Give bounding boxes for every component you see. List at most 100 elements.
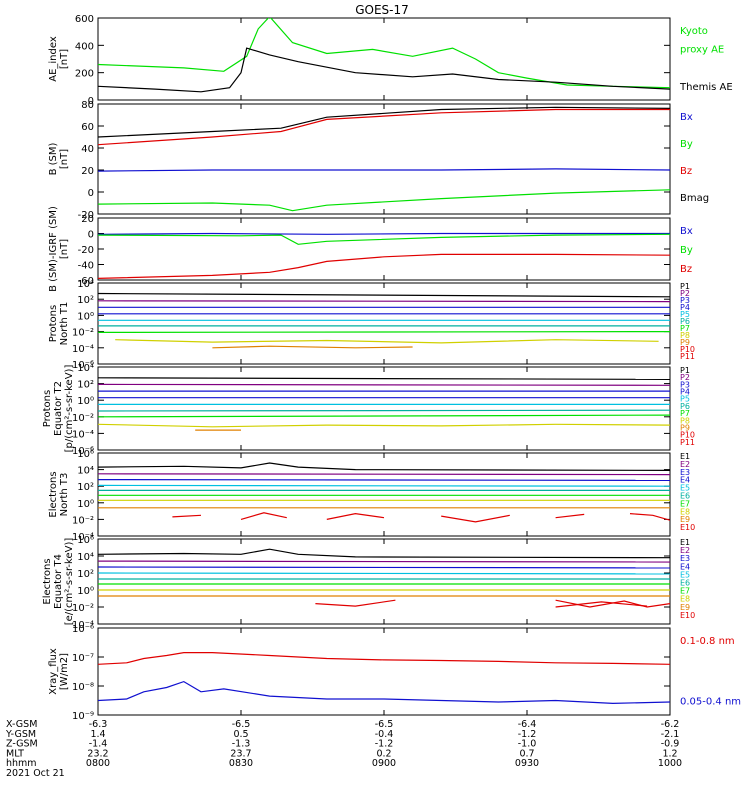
x-axis-value: 0.2 bbox=[376, 748, 391, 759]
legend-entry: P1 bbox=[680, 366, 690, 375]
series-line-0-1-0-8-nm bbox=[98, 651, 670, 665]
y-tick-label: 10⁻⁶ bbox=[72, 446, 94, 457]
x-axis-value: -1.2 bbox=[518, 729, 537, 740]
y-tick-label: 10² bbox=[77, 482, 94, 493]
x-axis-row-label: MLT bbox=[6, 748, 24, 759]
x-axis-value: -6.4 bbox=[518, 719, 537, 730]
y-tick-label: 80 bbox=[81, 100, 94, 111]
y-tick-label: 10² bbox=[77, 295, 94, 306]
legend-entry: By bbox=[680, 139, 693, 150]
x-axis-value: -6.3 bbox=[89, 719, 108, 730]
x-axis-value: 1.4 bbox=[90, 729, 105, 740]
y-axis-label: Electrons bbox=[48, 471, 59, 517]
x-axis-value: -0.9 bbox=[661, 739, 680, 750]
y-axis-label: Electrons bbox=[42, 558, 53, 604]
series-line-e1 bbox=[98, 462, 670, 471]
series-line-bx bbox=[98, 232, 670, 235]
series-line-e9f bbox=[629, 513, 670, 521]
series-line-themis-ae bbox=[98, 47, 670, 93]
legend-entry: E4 bbox=[680, 476, 690, 485]
series-line-e3 bbox=[98, 479, 670, 481]
x-axis-value: 0800 bbox=[86, 758, 110, 769]
x-axis-value: -1.4 bbox=[89, 739, 108, 750]
x-axis-value: -1.3 bbox=[232, 739, 251, 750]
series-line-bz bbox=[98, 253, 670, 279]
x-axis-value: -2.1 bbox=[661, 729, 680, 740]
series-line-kyoto-proxy-ae bbox=[98, 18, 670, 89]
y-tick-label: 10⁻⁴ bbox=[72, 429, 94, 440]
legend-entry: E3 bbox=[680, 554, 690, 563]
legend-entry: P8 bbox=[680, 331, 690, 340]
series-line-p9 bbox=[212, 345, 413, 349]
series-line-e9b bbox=[555, 599, 670, 608]
x-axis-value: 1.2 bbox=[662, 748, 677, 759]
y-axis-label: [e/(cm²-s-sr-keV)] bbox=[64, 538, 75, 626]
y-tick-label: 10⁻⁶ bbox=[72, 624, 94, 635]
series-line-p8 bbox=[115, 339, 659, 344]
y-tick-label: 10⁻² bbox=[72, 328, 94, 339]
series-line-bx bbox=[98, 168, 670, 172]
legend-entry: E5 bbox=[680, 484, 690, 493]
y-tick-label: 10⁻² bbox=[72, 413, 94, 424]
legend-entry: P4 bbox=[680, 388, 690, 397]
legend-entry: P11 bbox=[680, 352, 695, 361]
y-tick-label: 10⁶ bbox=[77, 449, 94, 460]
legend-entry: 0.05-0.4 nm bbox=[680, 696, 741, 707]
y-tick-label: 10² bbox=[77, 569, 94, 580]
y-tick-label: -20 bbox=[78, 210, 94, 221]
y-axis-label: AE_index bbox=[48, 36, 59, 82]
y-tick-label: 10⁻² bbox=[72, 515, 94, 526]
y-axis-label: North T3 bbox=[59, 473, 70, 517]
panel-5: 10⁻⁶ 10⁻⁴ 10⁻² 10⁰ 10² 10⁴ Protons Equator T2 [p… bbox=[42, 363, 695, 457]
y-axis-label: [nT] bbox=[59, 49, 70, 69]
legend-entry: E7 bbox=[680, 587, 690, 596]
y-tick-label: 10⁰ bbox=[77, 586, 94, 597]
y-tick-label: 10² bbox=[77, 380, 94, 391]
x-axis-value: -1.2 bbox=[375, 739, 394, 750]
legend-entry: P3 bbox=[680, 380, 690, 389]
y-tick-label: 10⁻⁶ bbox=[72, 360, 94, 371]
series-line-e9c bbox=[326, 512, 385, 520]
panel-frame bbox=[97, 538, 671, 625]
legend-entry: E2 bbox=[680, 546, 690, 555]
y-tick-label: -40 bbox=[78, 261, 94, 272]
legend-entry: P5 bbox=[680, 395, 690, 404]
x-axis-value: -6.5 bbox=[375, 719, 394, 730]
y-axis-label: [nT] bbox=[59, 239, 70, 259]
series-line-p6 bbox=[98, 409, 670, 412]
y-tick-label: 10⁴ bbox=[77, 466, 94, 477]
legend-entry: P2 bbox=[680, 373, 690, 382]
y-tick-label: 10⁻⁴ bbox=[72, 344, 94, 355]
x-axis-value: 0.5 bbox=[233, 729, 248, 740]
legend-entry: P11 bbox=[680, 438, 695, 447]
legend-entry: P10 bbox=[680, 345, 695, 354]
x-axis-value: 0830 bbox=[229, 758, 253, 769]
y-tick-label: -20 bbox=[78, 245, 94, 256]
panel-frame bbox=[97, 17, 671, 101]
y-axis-label: [p/(cm²-s-sr-keV)] bbox=[64, 365, 75, 453]
x-axis-value: -6.5 bbox=[232, 719, 251, 730]
y-tick-label: 20 bbox=[81, 166, 94, 177]
y-tick-label: 10⁰ bbox=[77, 396, 94, 407]
y-tick-label: 10⁴ bbox=[77, 363, 94, 374]
y-tick-label: 0 bbox=[88, 96, 94, 107]
legend-entry: Bx bbox=[680, 112, 693, 123]
x-axis-row-label: Z-GSM bbox=[6, 739, 38, 750]
series-line-0-05-0-4-nm bbox=[98, 680, 670, 705]
y-tick-label: 0 bbox=[88, 188, 94, 199]
panel-frame bbox=[97, 452, 671, 537]
legend-entry: P3 bbox=[680, 296, 690, 305]
legend-entry: E6 bbox=[680, 579, 690, 588]
series-line-by bbox=[98, 189, 670, 212]
legend-entry: E1 bbox=[680, 538, 690, 547]
x-axis-value: 0930 bbox=[515, 758, 539, 769]
x-axis-row-label: Y-GSM bbox=[5, 729, 36, 740]
y-tick-label: 10⁰ bbox=[77, 499, 94, 510]
panel-2: -20 0 20 40 60 80 B (SM) [nT] Bx By Bz Bmag bbox=[48, 100, 709, 221]
y-tick-label: 10⁴ bbox=[77, 279, 94, 290]
legend-entry: Bz bbox=[680, 166, 692, 177]
legend-entry: P5 bbox=[680, 310, 690, 319]
